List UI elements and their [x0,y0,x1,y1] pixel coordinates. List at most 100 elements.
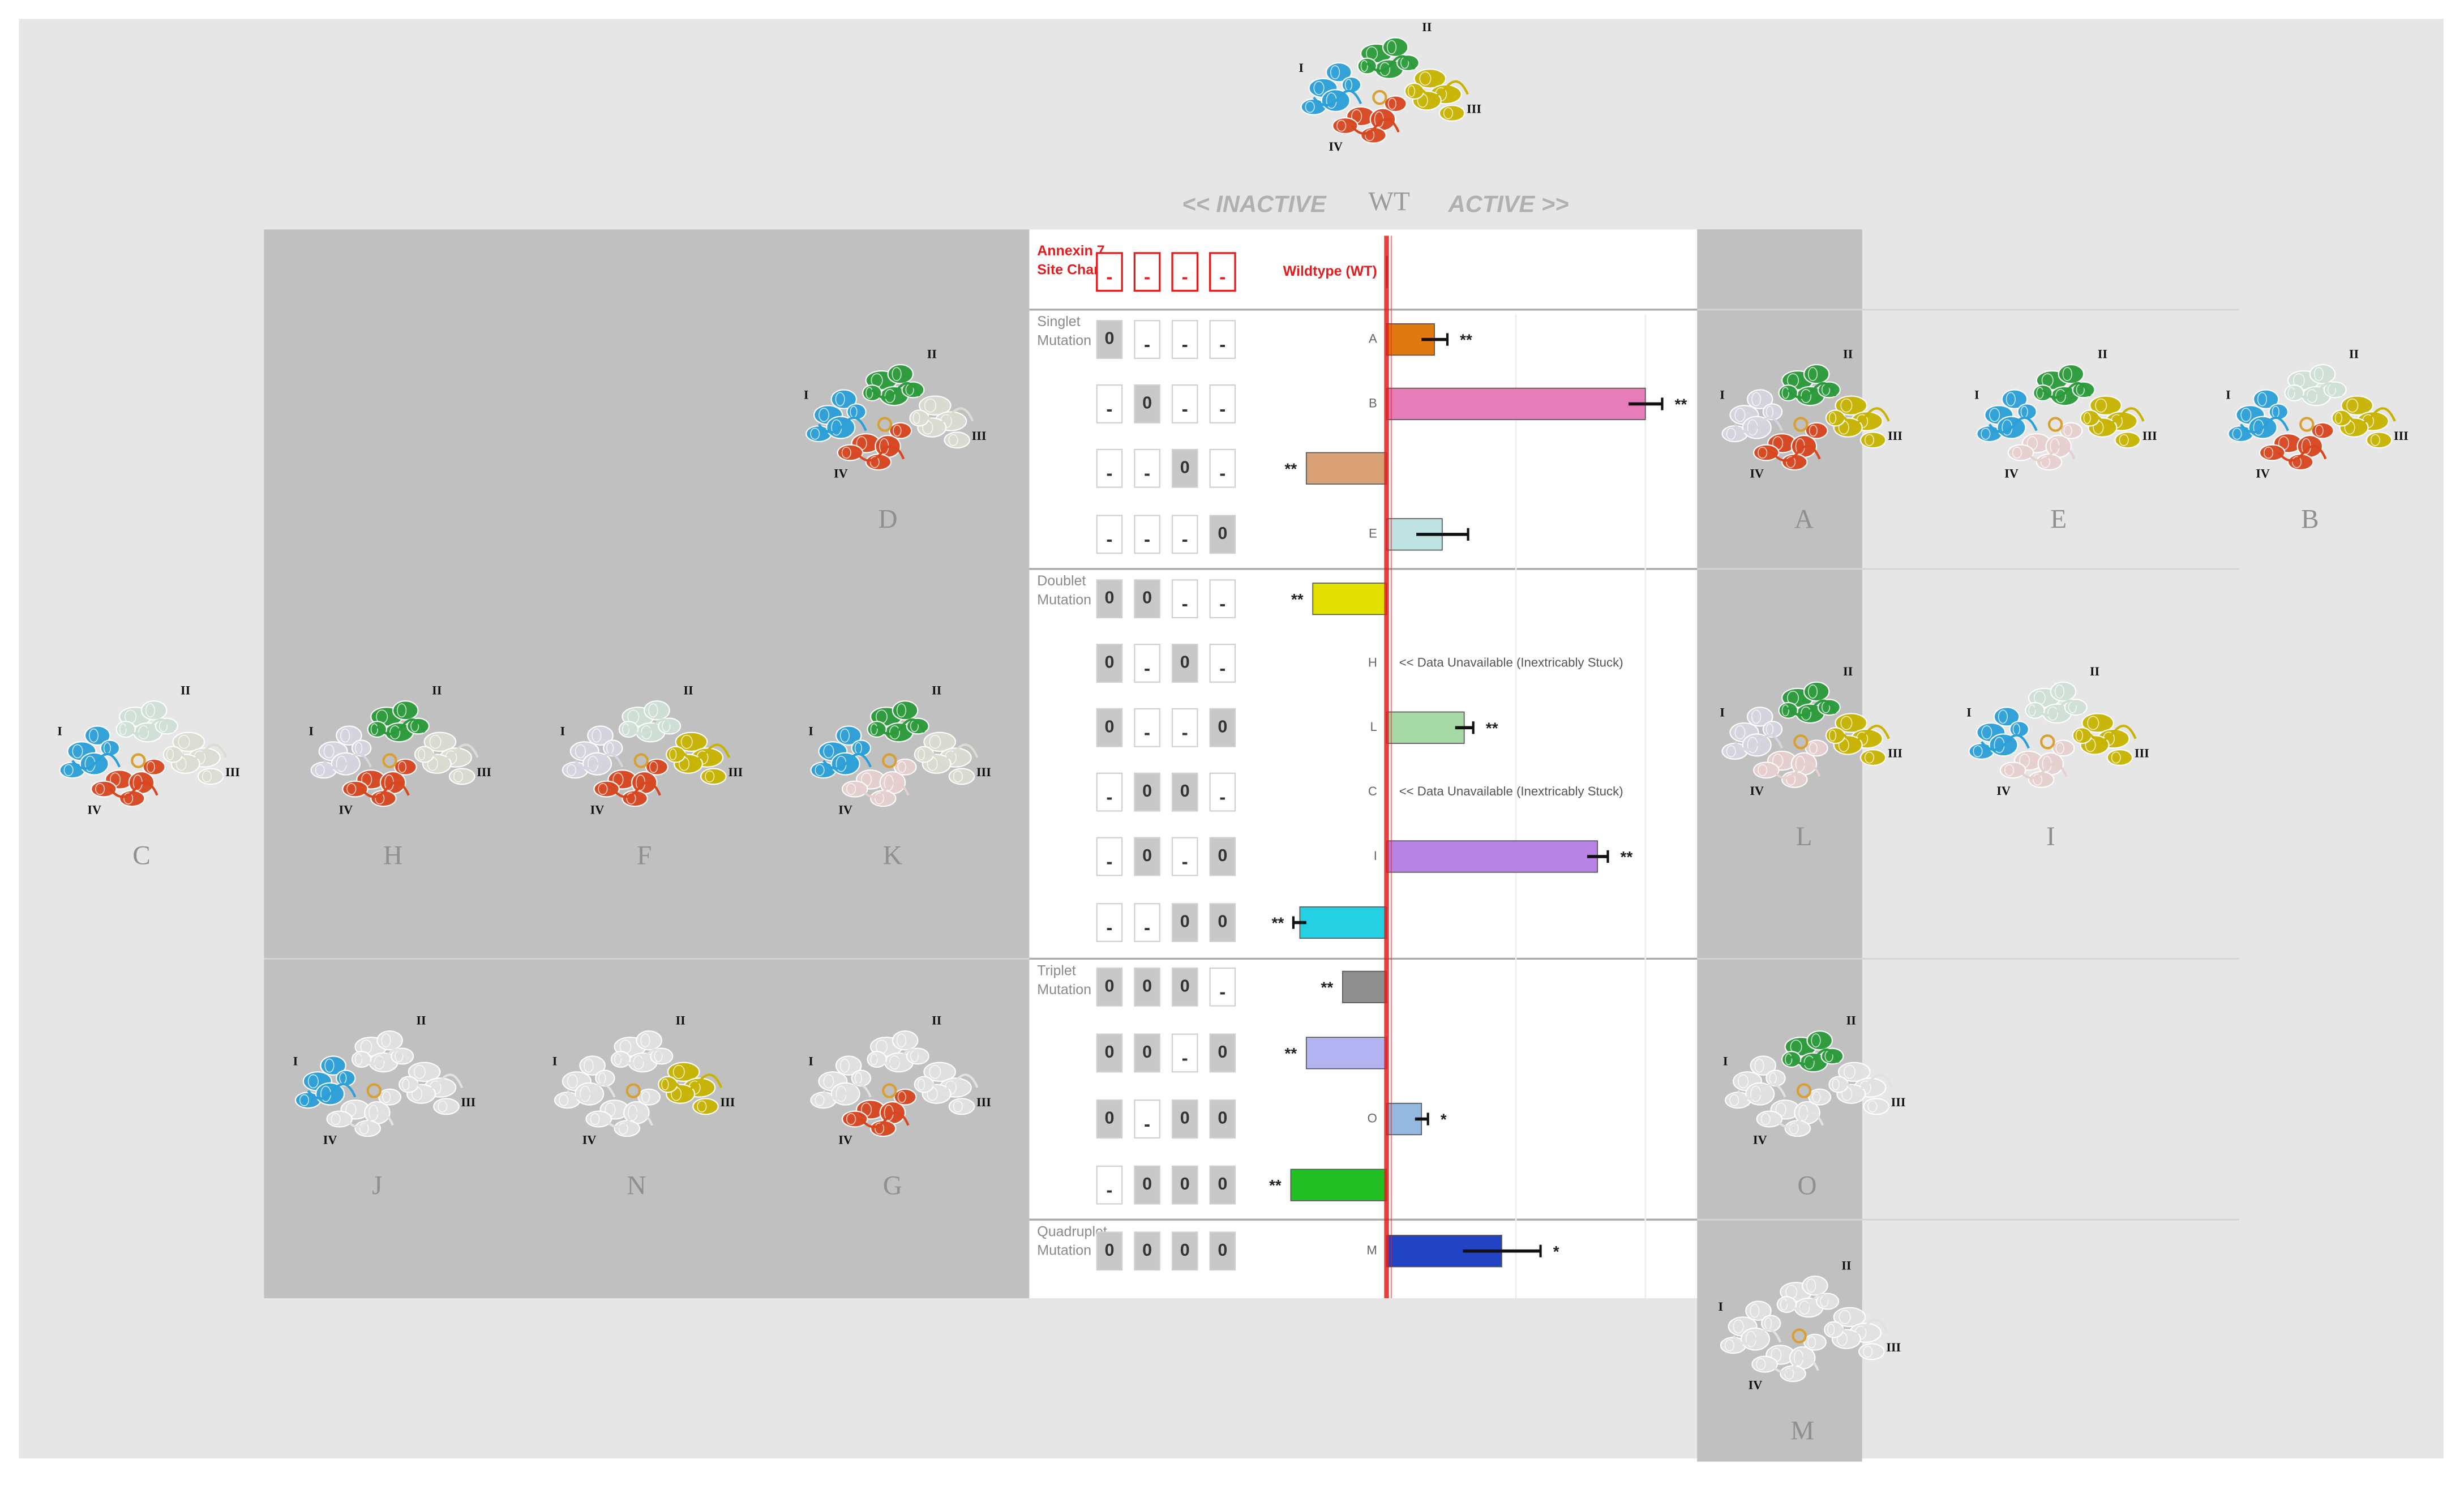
helix-ring [2040,456,2050,468]
domain-loop [1419,80,1469,97]
domain-loop [414,1073,464,1090]
helix-ring [889,1055,901,1070]
charge-box [1209,252,1236,292]
helix-ring [1330,65,1340,80]
domain-helix [448,768,475,785]
structure-label: A [1794,504,1814,534]
ligand [2299,417,2315,432]
domain-label: II [932,1013,941,1028]
charge-value: - [1219,787,1225,808]
helix-ring [896,1033,907,1048]
charge-box [1209,837,1236,876]
helix-ring [1789,1122,1799,1135]
domain-helix [918,395,952,416]
charge-value: 0 [1180,1240,1190,1260]
domain-helix [2058,363,2085,384]
helix-ring [119,723,127,735]
helix-ring [649,761,658,773]
bar [1305,452,1387,485]
domain-helix [433,1098,460,1115]
category-label: H [1368,655,1377,669]
helix-ring [896,703,907,718]
domain-loop [109,781,158,798]
charge-value: 0 [1104,1240,1114,1260]
domain-loop [929,743,979,760]
charge-box [1209,320,1236,360]
helix-ring [2047,706,2058,721]
domain-label: II [1843,346,1853,361]
domain-loop [2018,762,2068,780]
domain-loop [1981,734,2030,751]
charge-value: - [1182,399,1188,420]
helix-ring [1365,129,1375,142]
domain-label: I [1966,705,1972,719]
structure-label: I [2046,822,2055,852]
helix-ring [1756,1358,1766,1371]
helix-ring [897,761,906,773]
charge-box [1209,1165,1236,1205]
ligand [1372,89,1387,105]
charge-box [1096,837,1123,876]
helix-ring [1803,1055,1815,1070]
helix-ring [669,748,677,761]
helix-ring [1807,367,1818,382]
domain-loop [1350,118,1400,135]
charge-value: 0 [1180,653,1190,672]
structure-label: O [1797,1171,1816,1200]
helix-ring [2004,764,2015,776]
helix-ring [874,1122,885,1135]
charge-value: - [1106,852,1112,872]
domain-helix [889,422,912,439]
charge-value: 0 [1104,976,1114,995]
domain-label: III [728,765,743,779]
domain-label: II [2349,346,2359,361]
charge-box [1096,320,1123,360]
domain-loop [681,743,731,760]
domain-label: IV [590,803,605,817]
charge-box [1134,837,1160,876]
charge-box [1134,579,1160,619]
charge-box [1171,1033,1198,1073]
helix-ring [584,1058,594,1073]
charge-value: 0 [1218,717,1227,736]
significance: ** [1675,396,1687,413]
charge-value: - [1144,1114,1150,1135]
charge-value: 0 [1142,976,1152,995]
domain-label: IV [1753,1132,1767,1146]
group-label: Quadruplet Mutation [1037,1223,1107,1258]
ligand [366,1083,382,1098]
helix-ring [815,1094,825,1106]
helix-ring [2119,434,2129,446]
helix-ring [823,1074,834,1089]
significance: * [1553,1243,1559,1260]
domain-helix [2051,739,2075,757]
helix-ring [413,1064,426,1079]
helix-ring [1981,725,1992,740]
charge-box [1096,1165,1123,1205]
domain-label: I [808,724,813,738]
charge-box [1171,320,1198,360]
domain-label: III [976,765,991,779]
helix-ring [1754,1058,1764,1073]
helix-ring [2306,389,2318,404]
domain-label: III [461,1095,475,1109]
helix-ring [2012,446,2022,459]
helix-ring [438,1100,448,1113]
helix-ring [2291,456,2302,468]
helix-ring [648,703,658,718]
domain-label: III [2142,429,2157,443]
domain-helix [585,1110,612,1128]
domain-label: II [683,683,693,698]
domain-loop [574,753,624,770]
helix-ring [402,1078,410,1091]
domain-loop [1732,1328,1782,1345]
domain-label: II [181,683,190,698]
domain-loop [376,718,426,735]
domain-loop [1988,416,2038,434]
domain-label: IV [1750,784,1764,798]
domain-label: III [976,1095,991,1109]
domain-helix [841,1110,868,1128]
